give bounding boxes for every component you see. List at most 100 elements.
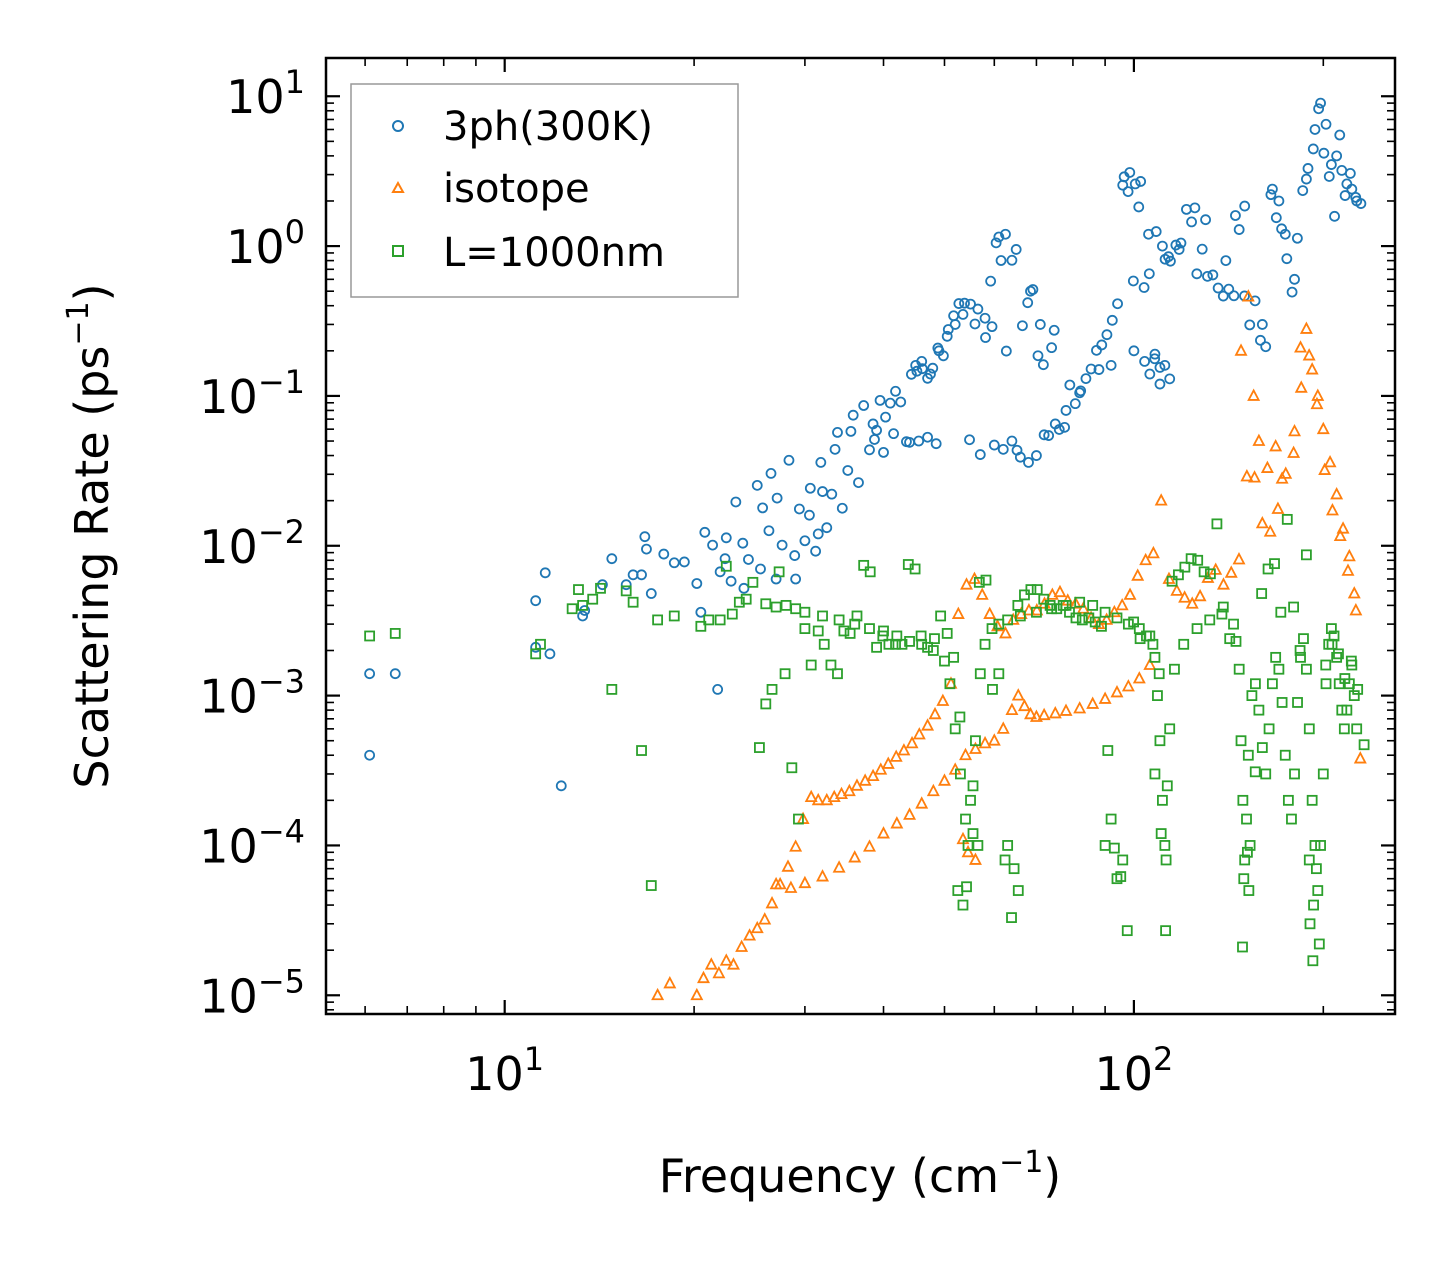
data-point-square — [944, 678, 956, 690]
data-point-square — [780, 599, 792, 611]
data-point-square — [1046, 603, 1058, 615]
data-point-circle — [668, 557, 680, 569]
data-point-triangle — [1287, 445, 1301, 458]
plot-points — [364, 97, 1370, 1001]
data-point-circle — [1043, 430, 1055, 441]
data-point-circle — [1300, 173, 1312, 185]
data-point-circle — [1096, 339, 1108, 351]
data-point-circle — [1049, 418, 1061, 430]
plot-frame — [324, 56, 1397, 1016]
data-point-square — [799, 606, 811, 618]
data-point-circle — [853, 477, 864, 488]
data-point-triangle — [712, 965, 726, 979]
data-point-triangle — [1170, 583, 1184, 596]
data-point-circle — [1091, 344, 1102, 356]
data-point-triangle — [1263, 524, 1277, 537]
data-point-square — [1300, 663, 1312, 675]
data-point-circle — [1000, 228, 1011, 240]
data-point-circle — [1223, 283, 1235, 295]
data-point-triangle — [975, 587, 989, 600]
legend-box — [350, 83, 739, 298]
data-point-circle — [1212, 282, 1224, 294]
data-point-square — [1276, 697, 1288, 708]
data-point-triangle — [1024, 706, 1038, 720]
data-point-square — [695, 620, 707, 632]
data-point-triangle — [1139, 552, 1153, 566]
data-point-circle — [1031, 450, 1042, 461]
data-point-square — [864, 566, 876, 578]
data-point-triangle — [1185, 596, 1199, 609]
data-point-circle — [577, 610, 589, 622]
data-point-triangle — [1294, 340, 1308, 353]
data-point-square — [1064, 606, 1075, 618]
data-point-triangle — [1076, 601, 1090, 614]
data-point-circle — [949, 319, 961, 330]
data-point-square — [1160, 854, 1172, 866]
data-point-square — [1306, 794, 1318, 806]
data-point-circle — [1239, 200, 1251, 212]
data-point-square — [1173, 569, 1184, 581]
data-point-circle — [789, 550, 801, 561]
data-point-circle — [1069, 398, 1081, 410]
data-point-triangle — [804, 789, 818, 803]
data-point-square — [967, 828, 979, 839]
data-point-square — [927, 645, 939, 656]
data-point-square — [817, 610, 828, 622]
data-point-circle — [1157, 240, 1168, 252]
data-point-circle — [1228, 290, 1240, 302]
legend-label-isotope: isotope — [443, 166, 590, 212]
data-point-triangle — [1288, 423, 1302, 437]
data-point-square — [1230, 636, 1242, 647]
data-point-triangle — [1247, 388, 1261, 401]
y-tick-label: 10−1 — [199, 363, 305, 424]
data-point-square — [1157, 794, 1168, 806]
data-point-square — [838, 625, 850, 637]
data-point-triangle — [978, 735, 992, 749]
data-point-circle — [1129, 178, 1141, 190]
data-point-square — [1191, 623, 1203, 635]
data-point-triangle — [1349, 603, 1363, 616]
data-point-square — [1121, 925, 1133, 937]
data-point-square — [1025, 584, 1037, 595]
data-point-square — [1235, 735, 1247, 747]
data-point-circle — [1006, 435, 1018, 447]
data-point-triangle — [1098, 691, 1112, 704]
data-point-square — [720, 560, 732, 572]
data-point-square — [1105, 813, 1117, 825]
data-point-triangle — [1154, 493, 1168, 506]
data-point-square — [1275, 606, 1287, 618]
data-point-square — [595, 582, 606, 594]
data-point-triangle — [1234, 343, 1248, 356]
data-point-circle — [783, 454, 795, 466]
data-point-triangle — [1336, 521, 1350, 534]
data-point-square — [620, 585, 632, 597]
data-point-circle — [1266, 183, 1278, 195]
data-point-square — [1256, 588, 1268, 599]
data-point-square — [760, 598, 772, 610]
data-point-triangle — [765, 896, 779, 909]
data-point-square — [766, 684, 778, 695]
data-point-circle — [933, 345, 945, 357]
data-point-circle — [1244, 319, 1256, 331]
data-point-square — [812, 625, 824, 637]
data-point-circle — [1351, 195, 1363, 207]
data-point-circle — [1217, 290, 1229, 302]
data-point-circle — [771, 492, 783, 504]
data-point-circle — [743, 554, 754, 565]
data-point-square — [952, 885, 964, 896]
data-point-circle — [942, 324, 954, 335]
data-point-circle — [953, 298, 965, 309]
data-point-circle — [1260, 341, 1272, 353]
data-point-circle — [712, 684, 724, 695]
data-point-triangle — [832, 860, 846, 873]
data-point-circle — [995, 255, 1007, 266]
data-point-triangle — [811, 792, 825, 806]
data-point-square — [1008, 863, 1020, 875]
data-point-square — [957, 899, 969, 911]
data-point-circle — [979, 312, 991, 324]
data-point-circle — [980, 332, 991, 343]
data-point-square — [566, 603, 578, 615]
data-point-square — [1300, 549, 1312, 561]
data-point-circle — [707, 539, 718, 551]
